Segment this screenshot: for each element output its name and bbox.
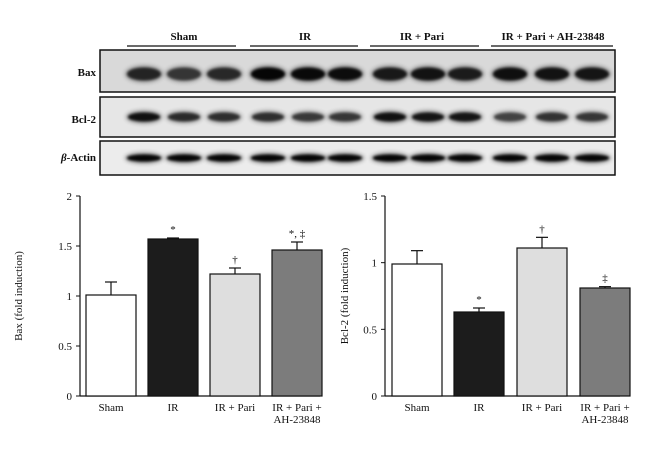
blot-band: [251, 154, 285, 162]
bands-actin: [125, 152, 611, 164]
significance-label: *, ‡: [289, 228, 306, 240]
bar: [209, 273, 261, 397]
bar: [271, 249, 323, 397]
x-tick-label-line: IR + Pari: [215, 402, 255, 414]
x-tick-label-line: Sham: [98, 402, 124, 414]
blot-band: [576, 112, 608, 122]
blot-row-label-bcl2: Bcl-2: [72, 114, 97, 126]
blot-band: [291, 67, 325, 81]
significance-label: ‡: [602, 273, 608, 285]
x-tick-label-line: IR: [168, 402, 180, 414]
bands-bcl2: [126, 110, 610, 124]
bax-chart: 0 0.5 1 1.5 2 Bax (fold induction) Sham * IR † IR …: [13, 191, 323, 426]
y-tick-label: 1.5: [58, 241, 72, 253]
bcl2-chart: 0 0.5 1 1.5 Bcl-2 (fold induction) Sham * IR † IR…: [339, 191, 631, 426]
x-tick-label-line: IR + Pari +: [580, 402, 629, 414]
bar: [516, 247, 568, 397]
blot-band: [373, 67, 407, 81]
blot-band: [535, 67, 569, 81]
blot-band: [167, 67, 201, 81]
y-tick-label: 0: [67, 391, 73, 403]
y-tick-label: 1: [67, 291, 73, 303]
blot-band: [251, 67, 285, 81]
blot-band: [207, 154, 241, 162]
blot-band: [448, 67, 482, 81]
blot-band: [374, 112, 406, 122]
blot-band: [535, 154, 569, 162]
bar: [147, 238, 199, 397]
blot-band: [373, 154, 407, 162]
blot-panel-actin: β-Actin: [60, 140, 616, 176]
x-tick-label: IR + Pari: [215, 402, 255, 414]
bar: [453, 311, 505, 397]
blot-band: [448, 154, 482, 162]
blot-band: [168, 112, 200, 122]
x-tick-label-line: IR + Pari +: [272, 402, 321, 414]
actin-text: -Actin: [67, 152, 96, 164]
x-tick-label: IR + Pari: [522, 402, 562, 414]
blot-band: [575, 67, 609, 81]
y-tick-label: 0.5: [363, 324, 377, 336]
bands-bax: [125, 65, 611, 83]
group-label-sham: Sham: [171, 31, 198, 43]
blot-band: [207, 67, 241, 81]
blot-group-headers: Sham IR IR + Pari IR + Pari + AH-23848: [127, 31, 613, 47]
blot-band: [411, 67, 445, 81]
blot-panel-bcl2: Bcl-2: [72, 96, 616, 138]
blot-band: [493, 67, 527, 81]
x-tick-label: IR: [168, 402, 180, 414]
blot-row-label-actin: β-Actin: [60, 152, 96, 164]
blot-band: [328, 67, 362, 81]
blot-band: [411, 154, 445, 162]
blot-band: [449, 112, 481, 122]
significance-label: *: [170, 224, 176, 236]
blot-band: [575, 154, 609, 162]
blot-band: [127, 67, 161, 81]
blot-band: [167, 154, 201, 162]
x-tick-label: IR + Pari + AH-23848: [580, 402, 629, 426]
x-tick-label: Sham: [98, 402, 124, 414]
blot-band: [536, 112, 568, 122]
y-tick-label: 2: [67, 191, 73, 203]
blot-band: [127, 154, 161, 162]
y-tick-label: 1.5: [363, 191, 377, 203]
y-tick-label: 0: [372, 391, 378, 403]
blot-panel-bax: Bax: [78, 49, 616, 93]
x-tick-label-line: IR: [474, 402, 486, 414]
blot-band: [329, 112, 361, 122]
blot-band: [128, 112, 160, 122]
x-tick-label: Sham: [404, 402, 430, 414]
x-tick-label-line: IR + Pari: [522, 402, 562, 414]
blot-band: [292, 112, 324, 122]
significance-label: *: [476, 294, 482, 306]
group-label-ir-pari-ah: IR + Pari + AH-23848: [502, 31, 605, 43]
x-tick-label-line: AH-23848: [581, 414, 629, 426]
blot-band: [291, 154, 325, 162]
y-axis-label: Bcl-2 (fold induction): [339, 247, 351, 344]
group-label-ir: IR: [299, 31, 312, 43]
y-tick-label: 0.5: [58, 341, 72, 353]
blot-row-label-bax: Bax: [78, 67, 97, 79]
bar: [85, 294, 137, 397]
y-axis-label: Bax (fold induction): [13, 251, 25, 341]
group-label-ir-pari: IR + Pari: [400, 31, 444, 43]
blot-band: [412, 112, 444, 122]
significance-label: †: [232, 254, 238, 266]
significance-label: †: [539, 223, 545, 235]
x-tick-label-line: Sham: [404, 402, 430, 414]
blot-band: [252, 112, 284, 122]
bar: [391, 263, 443, 397]
x-tick-label: IR + Pari + AH-23848: [272, 402, 321, 426]
blot-band: [208, 112, 240, 122]
beta-symbol: β: [60, 152, 67, 164]
blot-band: [328, 154, 362, 162]
x-tick-label: IR: [474, 402, 486, 414]
bar: [579, 287, 631, 397]
y-tick-label: 1: [372, 258, 378, 270]
x-tick-label-line: AH-23848: [273, 414, 321, 426]
blot-band: [494, 112, 526, 122]
blot-band: [493, 154, 527, 162]
